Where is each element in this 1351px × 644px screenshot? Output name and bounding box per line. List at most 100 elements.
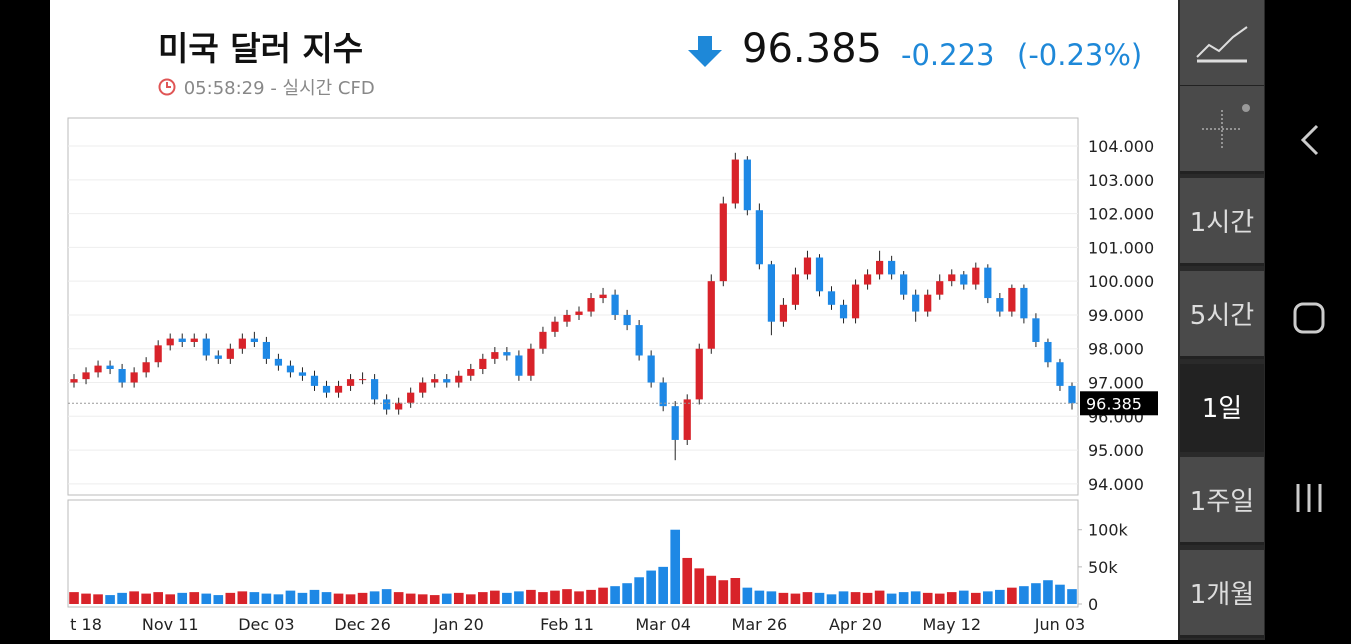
x-tick-label: Nov 11 xyxy=(142,615,199,634)
volume-bar xyxy=(670,529,681,604)
volume-bar xyxy=(297,592,308,604)
last-price-label: 96.385 xyxy=(1086,394,1142,413)
candle-body xyxy=(827,291,836,305)
candle-body xyxy=(815,257,824,292)
candle-body xyxy=(250,338,258,342)
volume-bar xyxy=(898,592,909,604)
candle-body xyxy=(972,267,980,285)
timeframe-button[interactable]: 1시간 xyxy=(1180,178,1264,266)
price-change: -0.223 xyxy=(901,38,995,72)
volume-bar xyxy=(538,592,548,604)
last-price: 96.385 xyxy=(742,26,882,72)
y-tick-label: 95.000 xyxy=(1088,441,1144,460)
timeframe-button[interactable]: 1개월 xyxy=(1180,550,1264,638)
candle-body xyxy=(779,304,788,322)
candle-body xyxy=(431,379,439,383)
candle-body xyxy=(178,338,186,342)
volume-bar xyxy=(225,592,236,604)
volume-bar xyxy=(646,570,656,604)
volume-bar xyxy=(405,593,416,604)
timeframe-button[interactable]: 1일 xyxy=(1180,364,1264,452)
volume-tick-label: 50k xyxy=(1088,558,1118,577)
candle-body xyxy=(731,159,739,204)
candle-body xyxy=(803,257,812,275)
instrument-title: 미국 달러 지수 xyxy=(158,29,364,68)
volume-bar xyxy=(838,591,849,604)
volume-bar xyxy=(958,590,969,604)
volume-bar xyxy=(682,557,693,604)
volume-bar xyxy=(478,592,488,604)
volume-bar xyxy=(273,594,284,604)
volume-bar xyxy=(706,575,717,604)
timeframe-button[interactable]: 5시간 xyxy=(1180,271,1264,359)
candle-body xyxy=(719,203,727,282)
volume-bar xyxy=(634,577,644,604)
candle-body xyxy=(395,402,403,410)
volume-bar xyxy=(826,594,837,604)
candle-body xyxy=(154,345,162,363)
volume-bar xyxy=(249,592,260,604)
timeframe-button[interactable]: 1주일 xyxy=(1180,457,1264,545)
candle-body xyxy=(599,294,607,299)
x-tick-label: May 12 xyxy=(922,615,981,634)
volume-bar xyxy=(610,586,620,604)
volume-bar xyxy=(1055,584,1065,604)
candle-body xyxy=(539,331,547,349)
volume-bar xyxy=(333,593,344,604)
volume-bar xyxy=(429,595,440,604)
recents-button[interactable] xyxy=(1296,484,1322,512)
volume-bar xyxy=(970,592,981,604)
volume-bar xyxy=(586,589,596,604)
candle-body xyxy=(166,338,174,346)
volume-bar xyxy=(862,592,873,604)
candle-body xyxy=(839,304,848,319)
volume-bar xyxy=(417,594,428,604)
volume-bar xyxy=(574,591,584,604)
volume-bar xyxy=(1031,583,1041,604)
system-nav-bar xyxy=(1265,0,1351,640)
x-tick-label: Mar 04 xyxy=(635,615,691,634)
volume-bar xyxy=(441,593,452,604)
candle-body xyxy=(479,358,487,369)
candle-body xyxy=(707,281,715,349)
quote-source: - 실시간 CFD xyxy=(270,78,375,99)
toolbar: 1시간 5시간 1일 1주일 1개월 xyxy=(1178,0,1265,640)
candle-body xyxy=(984,267,992,299)
candle-body xyxy=(130,372,138,383)
x-tick-label: t 18 xyxy=(70,615,102,634)
candle-body xyxy=(755,210,763,265)
candle-body xyxy=(924,294,932,312)
candle-body xyxy=(286,365,295,373)
x-tick-label: Dec 03 xyxy=(238,615,294,634)
candle-body xyxy=(551,321,559,332)
volume-bar xyxy=(514,591,524,604)
volume-plot-frame xyxy=(67,499,1079,608)
volume-bar xyxy=(93,594,103,604)
back-button[interactable] xyxy=(1300,124,1319,156)
home-button[interactable] xyxy=(1293,302,1325,334)
candle-body xyxy=(623,314,631,326)
volume-bar xyxy=(730,578,741,604)
candle-body xyxy=(1032,318,1040,342)
volume-bar xyxy=(1067,589,1077,604)
crosshair-button[interactable] xyxy=(1180,86,1264,174)
candle-body xyxy=(743,159,751,211)
volume-bar xyxy=(189,592,200,604)
candle-body xyxy=(527,348,535,376)
candle-body xyxy=(142,362,150,373)
volume-bar xyxy=(754,590,765,604)
candle-body xyxy=(274,358,283,366)
y-tick-label: 101.000 xyxy=(1088,238,1154,257)
candle-body xyxy=(262,341,270,359)
candle-body xyxy=(322,385,331,393)
volume-bar xyxy=(129,591,139,604)
candle-body xyxy=(695,348,703,400)
chart-style-button[interactable] xyxy=(1180,0,1264,88)
candle-body xyxy=(334,385,343,393)
volume-bar xyxy=(345,594,356,604)
candle-body xyxy=(960,274,968,285)
volume-bar xyxy=(802,592,813,604)
volume-bar xyxy=(153,592,163,604)
volume-bar xyxy=(502,592,512,604)
y-tick-label: 99.000 xyxy=(1088,306,1144,325)
